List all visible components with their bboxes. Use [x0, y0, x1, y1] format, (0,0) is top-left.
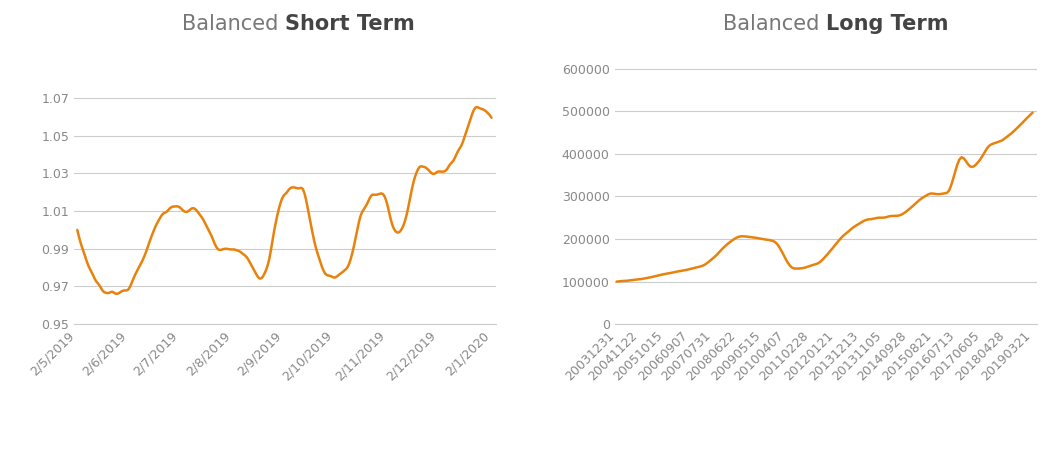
Text: Short Term: Short Term [286, 14, 415, 34]
Text: Long Term: Long Term [825, 14, 948, 34]
Text: Balanced: Balanced [182, 14, 286, 34]
Text: Balanced: Balanced [723, 14, 825, 34]
